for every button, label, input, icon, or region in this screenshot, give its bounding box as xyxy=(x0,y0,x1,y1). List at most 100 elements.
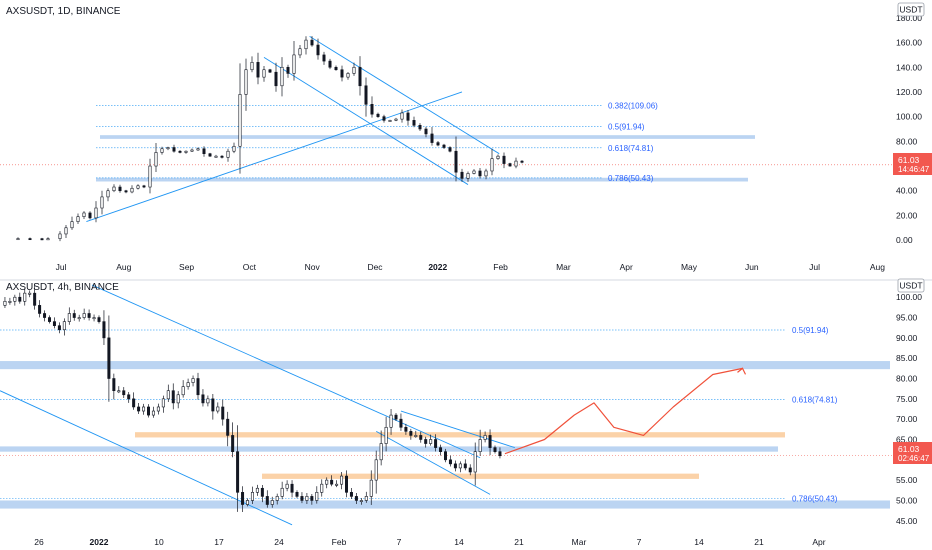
4h-candle-body xyxy=(478,439,482,452)
daily-candle-body xyxy=(304,39,308,50)
daily-candle-body xyxy=(16,238,20,241)
4h-candle-body xyxy=(483,435,487,440)
4h-candle-body xyxy=(122,390,126,396)
4h-x-tick-label: 21 xyxy=(514,537,524,547)
daily-x-tick-label: Jul xyxy=(56,262,67,272)
4h-candle-body xyxy=(33,292,37,306)
daily-y-tick-label: 100.00 xyxy=(896,112,922,122)
4h-symbol-title[interactable]: AXSUSDT, 4h, BINANCE xyxy=(6,282,119,293)
4h-x-tick-label: 2022 xyxy=(90,537,109,547)
4h-candle-body xyxy=(443,451,447,461)
4h-candle-body xyxy=(117,390,121,393)
4h-currency-badge[interactable]: USDT xyxy=(897,278,925,293)
daily-x-tick-label: Sep xyxy=(179,262,194,272)
4h-candle-body xyxy=(429,439,433,444)
daily-candle-body xyxy=(286,66,290,74)
4h-candle-body xyxy=(414,435,418,437)
4h-candle-body xyxy=(379,443,383,461)
daily-candle-body xyxy=(508,163,512,167)
daily-candle-body xyxy=(214,155,218,158)
4h-candle-body xyxy=(231,435,235,452)
4h-candle-body xyxy=(186,382,190,387)
daily-candle-body xyxy=(238,94,242,147)
daily-candle-body xyxy=(88,212,92,219)
4h-candle-body xyxy=(325,479,329,485)
4h-fib-label: 0.618(74.81) xyxy=(792,396,838,405)
4h-candle-body xyxy=(156,406,160,412)
4h-candle-body xyxy=(300,496,304,501)
4h-candle-body xyxy=(265,496,269,505)
daily-candle-body xyxy=(166,147,170,150)
daily-y-tick-label: 160.00 xyxy=(896,38,922,48)
daily-candle-body xyxy=(40,238,44,241)
daily-y-tick-label: 40.00 xyxy=(896,186,918,196)
4h-y-tick-label: 85.00 xyxy=(896,353,918,363)
4h-candle-body xyxy=(47,317,51,322)
4h-candle-body xyxy=(107,337,111,379)
4h-candle-body xyxy=(171,390,175,404)
4h-trendline xyxy=(400,410,515,449)
4h-candle-body xyxy=(52,321,56,326)
daily-candle-body xyxy=(322,54,326,62)
4h-x-tick-label: Feb xyxy=(332,537,347,547)
daily-x-tick-label: Apr xyxy=(620,262,633,272)
daily-x-tick-label: May xyxy=(681,262,698,272)
4h-candle-body xyxy=(181,386,185,396)
4h-countdown: 02:46:47 xyxy=(898,454,930,463)
4h-x-tick-label: 14 xyxy=(694,537,704,547)
4h-chart-panel[interactable]: 100.00 95.00 90.00 85.00 80.00 75.00 70.00 65.0… xyxy=(0,283,922,547)
4h-candle-body xyxy=(369,479,373,497)
4h-candle-body xyxy=(241,492,245,505)
4h-trendline xyxy=(91,284,481,459)
4h-candle-body xyxy=(137,406,141,412)
daily-candle-body xyxy=(484,170,488,177)
daily-candle-body xyxy=(70,221,74,229)
4h-candle-body xyxy=(493,447,497,452)
daily-support-zone xyxy=(100,135,755,139)
daily-candle-body xyxy=(328,60,332,68)
daily-y-tick-label: 80.00 xyxy=(896,136,918,146)
daily-candle-body xyxy=(448,147,452,152)
4h-candle-body xyxy=(424,439,428,444)
daily-y-tick-label: 0.00 xyxy=(896,235,913,245)
4h-candle-body xyxy=(310,496,314,501)
4h-resistance-zone xyxy=(135,432,785,438)
4h-candle-body xyxy=(28,292,32,295)
4h-candle-body xyxy=(92,317,96,320)
daily-candle-body xyxy=(118,186,122,192)
4h-candle-body xyxy=(448,459,452,465)
4h-candle-body xyxy=(409,431,413,436)
4h-candle-body xyxy=(394,414,398,420)
daily-candle-body xyxy=(130,187,134,193)
daily-x-tick-label: Feb xyxy=(493,262,508,272)
daily-candle-body xyxy=(46,238,50,241)
4h-y-tick-label: 100.00 xyxy=(896,292,922,302)
daily-chart-panel[interactable]: 180.00160.00140.00120.00100.0080.0060.00… xyxy=(0,13,922,272)
4h-resistance-zone xyxy=(262,473,699,479)
4h-x-tick-label: 10 xyxy=(154,537,164,547)
daily-x-tick-label: Mar xyxy=(556,262,571,272)
4h-candle-body xyxy=(211,398,215,412)
4h-candle-body xyxy=(295,492,299,497)
4h-currency-label: USDT xyxy=(899,281,922,291)
daily-candle-body xyxy=(58,233,62,239)
daily-candle-body xyxy=(298,48,302,56)
4h-candle-body xyxy=(246,500,250,505)
4h-y-tick-label: 50.00 xyxy=(896,495,918,505)
daily-candle-body xyxy=(190,149,194,152)
4h-candle-body xyxy=(216,406,220,412)
daily-candle-body xyxy=(244,69,248,95)
daily-symbol-title[interactable]: AXSUSDT, 1D, BINANCE xyxy=(6,6,121,17)
daily-candle-body xyxy=(358,66,362,87)
daily-candle-body xyxy=(454,150,458,173)
4h-price-value: 61.03 xyxy=(898,444,920,454)
daily-candle-body xyxy=(268,69,272,73)
daily-candle-body xyxy=(370,104,374,115)
4h-x-tick-label: Mar xyxy=(572,537,587,547)
daily-candle-body xyxy=(382,116,386,121)
4h-candle-body xyxy=(62,321,66,331)
daily-currency-badge[interactable]: USDT xyxy=(897,2,925,17)
4h-candle-body xyxy=(463,463,467,469)
4h-x-tick-label: 24 xyxy=(274,537,284,547)
daily-x-tick-label: 2022 xyxy=(428,262,447,272)
